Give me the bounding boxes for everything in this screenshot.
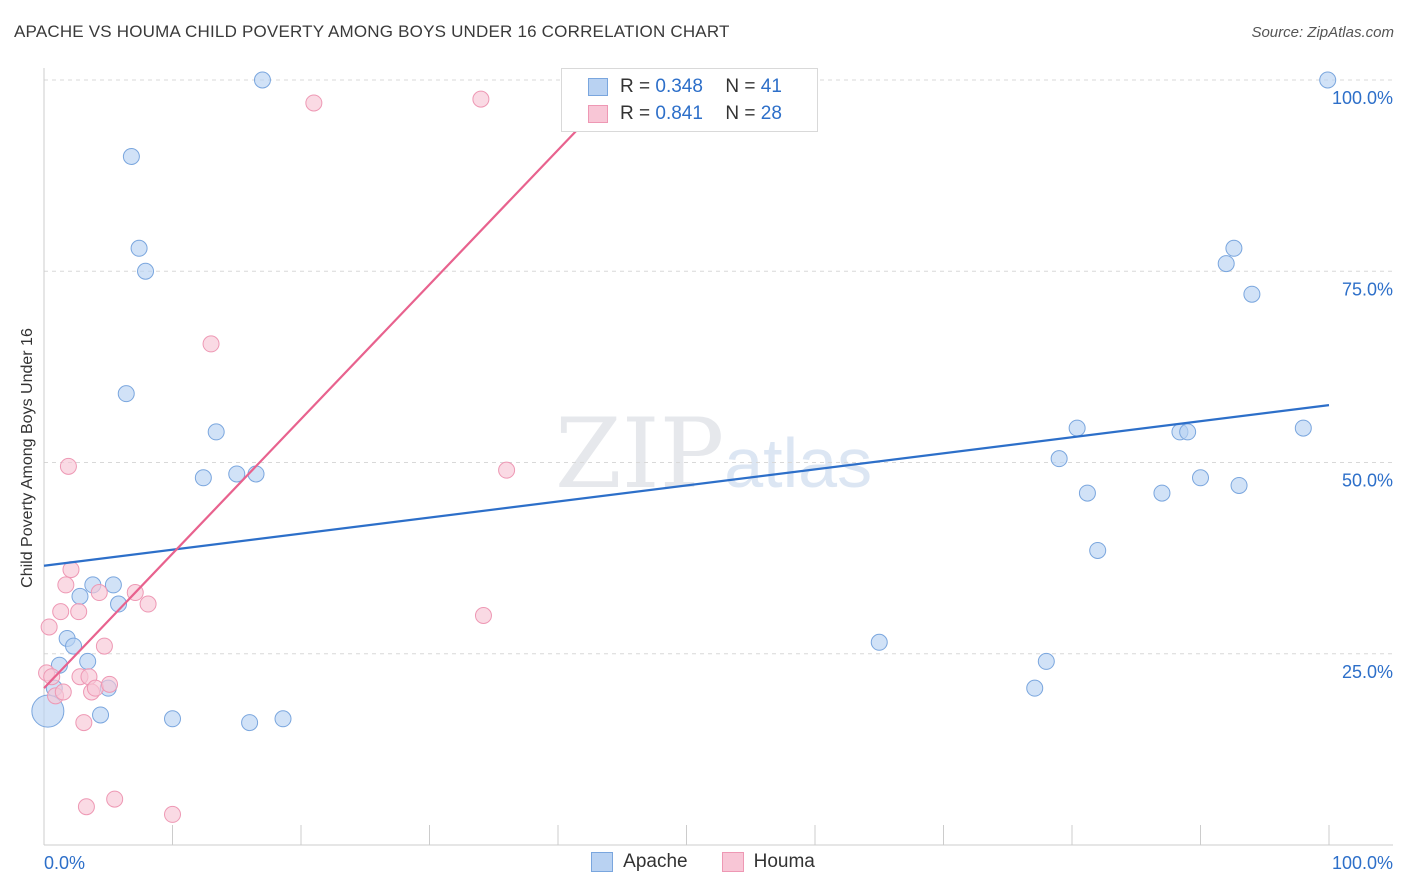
apache-point	[1294, 419, 1312, 437]
houma-point	[75, 714, 93, 732]
houma-r-value: 0.841	[655, 103, 703, 124]
apache-trend-line	[43, 404, 1330, 567]
legend-item-houma[interactable]: Houma	[721, 851, 815, 873]
houma-legend-label: Houma	[753, 851, 815, 872]
apache-point	[253, 71, 271, 89]
houma-trend-line	[43, 79, 626, 689]
legend-row-houma: R = 0.841 N = 28	[588, 102, 782, 126]
y-tick-label: 75.0%	[1342, 279, 1393, 299]
y-tick-label: 50.0%	[1342, 471, 1393, 491]
apache-point	[228, 465, 246, 483]
apache-r-label: R =	[620, 76, 651, 97]
apache-point	[79, 652, 97, 670]
apache-legend-label: Apache	[623, 851, 688, 872]
houma-swatch	[588, 105, 608, 123]
apache-point	[1153, 484, 1171, 502]
apache-point	[870, 633, 888, 651]
houma-r-label: R =	[620, 103, 651, 124]
houma-n-label: N =	[725, 103, 756, 124]
legend-row-apache: R = 0.348 N = 41	[588, 75, 782, 99]
houma-point	[90, 584, 108, 602]
houma-point	[70, 603, 88, 621]
houma-point	[202, 335, 220, 353]
houma-point	[498, 461, 516, 479]
y-tick-label: 100.0%	[1332, 88, 1393, 108]
apache-point	[1230, 476, 1248, 494]
apache-n-label: N =	[725, 76, 756, 97]
apache-point	[1225, 239, 1243, 257]
series-legend: Apache Houma	[0, 851, 1406, 873]
apache-point	[1192, 469, 1209, 487]
apache-point	[104, 576, 122, 594]
apache-point	[65, 637, 83, 655]
houma-point	[139, 595, 157, 613]
apache-point	[164, 710, 181, 728]
chart-title: APACHE VS HOUMA CHILD POVERTY AMONG BOYS…	[14, 22, 730, 41]
houma-point	[305, 94, 323, 112]
houma-n-value: 28	[760, 103, 782, 124]
houma-point	[106, 790, 124, 808]
houma-legend-swatch	[721, 852, 744, 872]
apache-legend-swatch	[591, 852, 614, 872]
source-credit: Source: ZipAtlas.com	[1251, 24, 1394, 41]
houma-point	[86, 679, 104, 697]
apache-point	[1217, 255, 1235, 273]
houma-point	[52, 603, 70, 621]
apache-point	[1068, 419, 1086, 437]
apache-swatch	[588, 78, 608, 96]
apache-r-value: 0.348	[655, 76, 703, 97]
apache-point	[1179, 423, 1197, 441]
apache-point	[1037, 652, 1055, 670]
legend-item-apache[interactable]: Apache	[591, 851, 688, 873]
apache-n-value: 41	[760, 76, 782, 97]
houma-point	[54, 683, 72, 701]
apache-point	[130, 239, 148, 257]
houma-point	[95, 637, 113, 655]
apache-point	[1243, 285, 1261, 303]
apache-point	[207, 423, 225, 441]
x-tick-label: 100.0%	[1332, 853, 1393, 873]
apache-point	[1319, 71, 1337, 89]
apache-point	[1078, 484, 1096, 502]
y-tick-label: 25.0%	[1342, 662, 1393, 682]
houma-point	[77, 798, 95, 816]
apache-point	[122, 148, 140, 165]
apache-point	[117, 385, 135, 403]
correlation-legend: R = 0.348 N = 41 R = 0.841 N = 28	[561, 68, 818, 132]
houma-point	[43, 668, 61, 686]
apache-point	[71, 587, 89, 605]
houma-point	[472, 90, 490, 108]
apache-point	[241, 714, 259, 732]
apache-point	[247, 465, 265, 483]
houma-point	[474, 607, 492, 624]
apache-point	[110, 595, 128, 613]
houma-point	[57, 576, 75, 594]
houma-point	[101, 675, 119, 693]
apache-point	[194, 469, 212, 487]
apache-point	[1026, 679, 1044, 697]
houma-point	[164, 805, 181, 823]
apache-point	[1089, 541, 1107, 559]
apache-point	[274, 710, 292, 728]
x-tick-label: 0.0%	[44, 853, 85, 873]
apache-point	[1050, 450, 1068, 468]
houma-point	[40, 618, 58, 636]
apache-point	[137, 262, 155, 280]
apache-point	[92, 706, 110, 724]
houma-point	[59, 457, 77, 475]
